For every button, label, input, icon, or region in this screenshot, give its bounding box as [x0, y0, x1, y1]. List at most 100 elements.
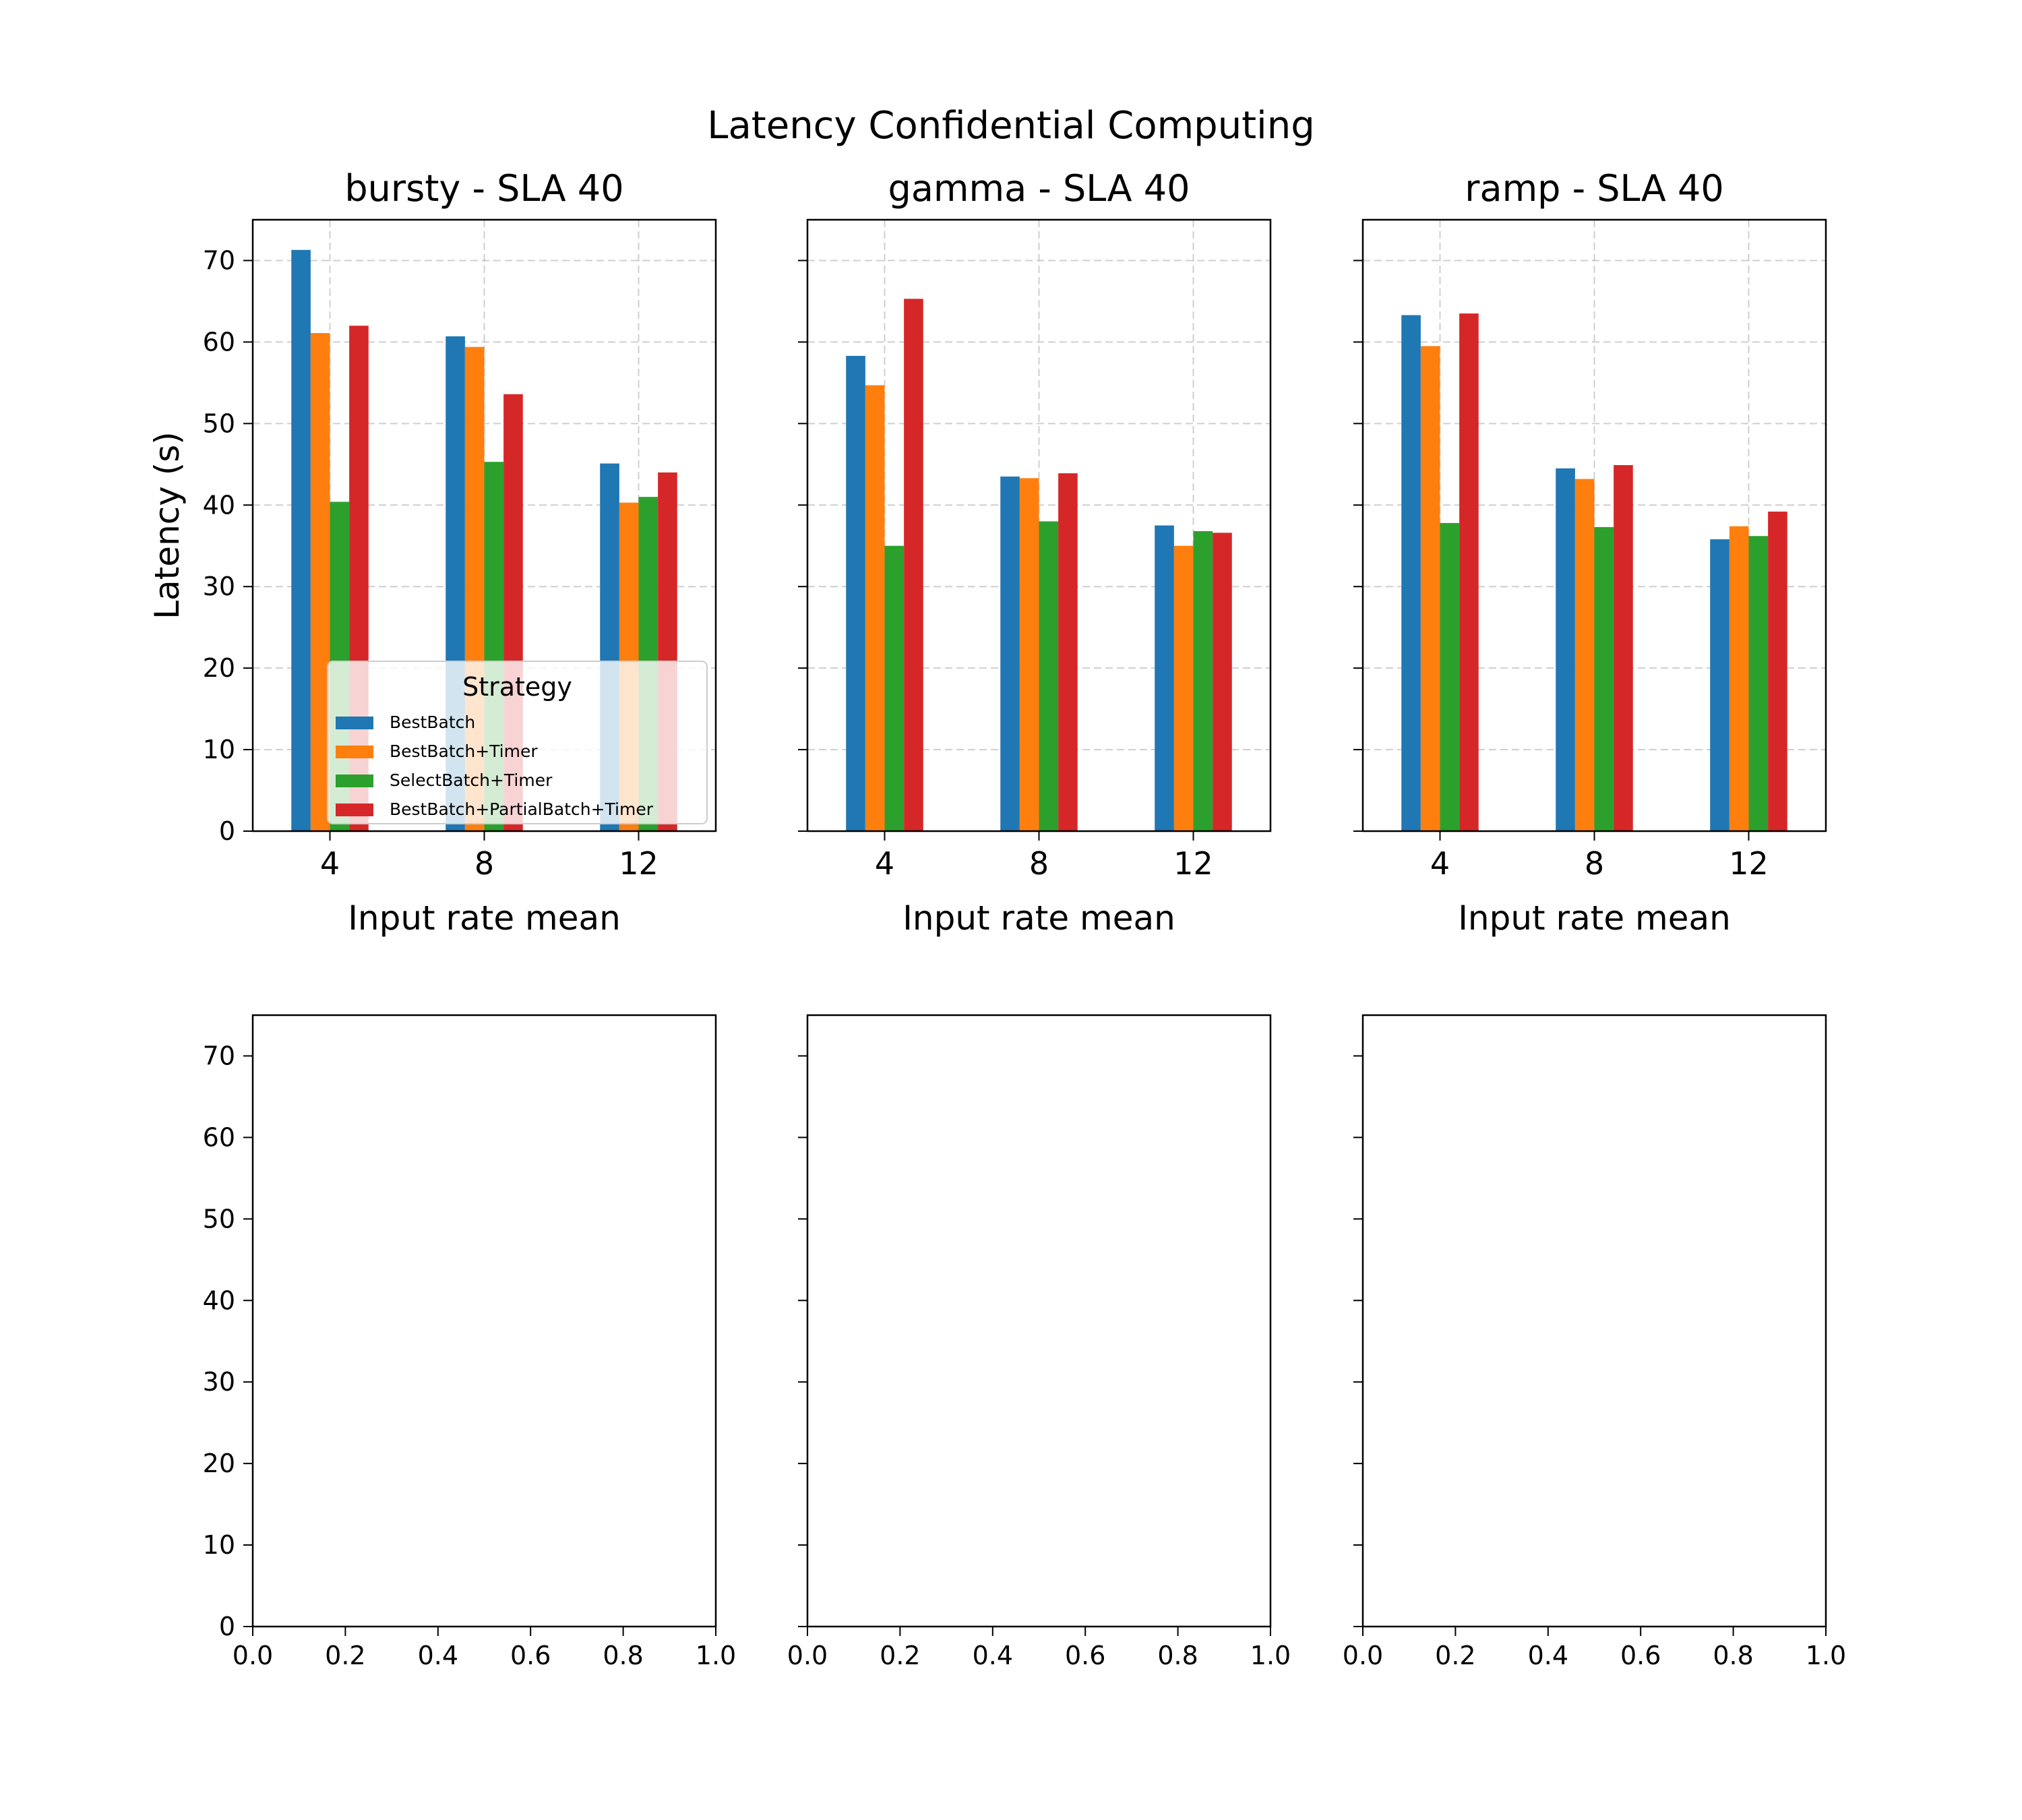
- legend-title: Strategy: [462, 672, 572, 702]
- x-tick-label: 0.0: [1343, 1641, 1383, 1670]
- x-tick-label: 0.4: [1528, 1641, 1568, 1670]
- legend-entry-label: BestBatch: [390, 712, 475, 732]
- y-tick-label: 60: [203, 1122, 235, 1152]
- x-tick-label: 1.0: [1806, 1641, 1846, 1670]
- bar-bestbatch-timer-12: [1729, 526, 1749, 831]
- y-tick-label: 60: [203, 327, 235, 357]
- bar-bestbatch-4: [846, 355, 865, 831]
- x-tick-label: 1.0: [696, 1641, 736, 1670]
- legend-entry-label: SelectBatch+Timer: [390, 770, 553, 790]
- y-tick-label: 0: [219, 816, 235, 846]
- axes-frame: [251, 1014, 717, 1628]
- bar-bestbatch-4: [1401, 315, 1421, 831]
- bar-bestbatch-partialbatch-timer-8: [1614, 465, 1633, 831]
- legend-swatch: [336, 746, 373, 758]
- x-tick-label: 4: [320, 845, 340, 882]
- panel-6: 0.0 0.2 0.4 0.6 0.8 1.0: [1343, 1014, 1846, 1670]
- x-tick-label: 0.4: [418, 1641, 458, 1670]
- bar-bestbatch-partialbatch-timer-12: [1768, 511, 1787, 831]
- x-tick-label: 4: [875, 845, 894, 882]
- bar-bestbatch-timer-4: [310, 333, 330, 832]
- bar-selectbatch-timer-4: [884, 545, 905, 831]
- y-tick-label: 50: [203, 408, 235, 438]
- y-tick-label: 20: [203, 653, 235, 683]
- x-axis-label: Input rate mean: [348, 899, 621, 938]
- legend-swatch: [336, 775, 373, 787]
- y-tick-label: 0: [219, 1612, 235, 1641]
- axes-frame: [1361, 218, 1827, 832]
- x-tick-label: 8: [1029, 845, 1049, 882]
- y-tick-label: 20: [203, 1449, 235, 1478]
- x-tick-label: 12: [1173, 845, 1213, 882]
- panel-5: 0.0 0.2 0.4 0.6 0.8 1.0: [787, 1014, 1291, 1670]
- panel-1: 4 8 12 bursty - SLA 40 Input rate mean 0 10 20 3…: [148, 167, 717, 938]
- bar-bestbatch-12: [1710, 539, 1729, 831]
- x-tick-label: 0.6: [510, 1641, 551, 1670]
- x-tick-label: 0.6: [1620, 1641, 1661, 1670]
- panel-title: gamma - SLA 40: [888, 167, 1190, 210]
- bar-bestbatch-partialbatch-timer-12: [1213, 533, 1232, 831]
- bar-bestbatch-4: [291, 249, 311, 831]
- x-tick-label: 8: [1585, 845, 1604, 882]
- x-tick-label: 0.2: [1435, 1641, 1475, 1670]
- bar-bestbatch-12: [1155, 525, 1174, 831]
- x-tick-label: 0.8: [603, 1641, 643, 1670]
- axes-frame: [1361, 1014, 1827, 1628]
- x-tick-label: 12: [619, 845, 658, 882]
- bar-bestbatch-timer-4: [1420, 346, 1440, 831]
- bar-selectbatch-timer-12: [1748, 536, 1769, 831]
- x-tick-label: 0.0: [787, 1641, 828, 1670]
- bar-selectbatch-timer-12: [1193, 530, 1213, 831]
- panel-title: bursty - SLA 40: [344, 167, 623, 210]
- panels: 4 8 12 bursty - SLA 40 Input rate mean 0 10 20 3…: [148, 167, 1846, 1670]
- legend: Strategy BestBatch BestBatch+Timer SelectBa…: [327, 661, 708, 824]
- y-tick-label: 30: [203, 1367, 235, 1397]
- panel-4: 0.0 0.2 0.4 0.6 0.8 1.0 0 10 20 30 40 50 60 70: [203, 1014, 736, 1670]
- axes-frame: [806, 218, 1272, 832]
- bar-bestbatch-partialbatch-timer-4: [904, 299, 923, 832]
- axes-frame: [251, 218, 717, 832]
- x-axis-label: Input rate mean: [1458, 899, 1731, 938]
- y-tick-label: 10: [203, 1530, 235, 1560]
- bar-selectbatch-timer-4: [1440, 522, 1460, 831]
- bar-bestbatch-partialbatch-timer-8: [1058, 473, 1078, 831]
- figure-title: Latency Confidential Computing: [707, 104, 1314, 148]
- x-tick-label: 0.8: [1157, 1641, 1198, 1670]
- y-tick-label: 70: [203, 245, 235, 275]
- legend-entry-label: BestBatch+PartialBatch+Timer: [390, 799, 654, 819]
- x-tick-label: 0.2: [880, 1641, 920, 1670]
- y-tick-label: 30: [203, 572, 235, 601]
- x-tick-label: 0.4: [973, 1641, 1013, 1670]
- x-tick-label: 0.6: [1065, 1641, 1105, 1670]
- bar-bestbatch-partialbatch-timer-4: [1459, 313, 1479, 831]
- bar-selectbatch-timer-8: [1594, 526, 1614, 831]
- x-axis-label: Input rate mean: [902, 899, 1175, 938]
- y-tick-label: 10: [203, 735, 235, 764]
- bar-bestbatch-8: [1000, 476, 1020, 831]
- panel-3: 4 8 12 ramp - SLA 40 Input rate mean: [1353, 167, 1827, 938]
- x-tick-label: 0.2: [325, 1641, 365, 1670]
- bar-bestbatch-timer-12: [1173, 545, 1194, 831]
- x-tick-label: 4: [1430, 845, 1450, 882]
- y-tick-label: 70: [203, 1041, 235, 1070]
- y-axis-label: Latency (s): [148, 431, 187, 619]
- bar-selectbatch-timer-8: [1039, 521, 1059, 831]
- legend-entry-label: BestBatch+Timer: [390, 741, 538, 761]
- x-tick-label: 12: [1729, 845, 1769, 882]
- y-tick-label: 40: [203, 490, 235, 520]
- axes-frame: [806, 1014, 1272, 1628]
- panel-2: 4 8 12 gamma - SLA 40 Input rate mean: [798, 167, 1272, 938]
- bar-bestbatch-timer-8: [1019, 478, 1039, 831]
- bar-bestbatch-timer-8: [1574, 479, 1595, 831]
- x-tick-label: 1.0: [1250, 1641, 1291, 1670]
- y-tick-label: 40: [203, 1285, 235, 1315]
- bar-bestbatch-8: [1556, 468, 1575, 831]
- y-tick-label: 50: [203, 1204, 235, 1234]
- x-tick-label: 0.0: [233, 1641, 273, 1670]
- x-tick-label: 0.8: [1713, 1641, 1753, 1670]
- panel-title: ramp - SLA 40: [1465, 167, 1723, 210]
- x-tick-label: 8: [474, 845, 494, 882]
- legend-swatch: [336, 717, 373, 729]
